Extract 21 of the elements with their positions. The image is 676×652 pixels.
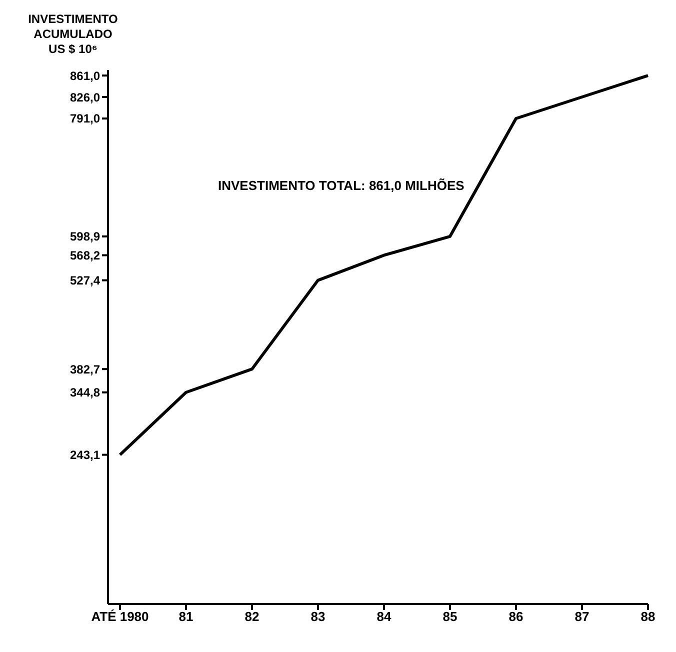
y-tick-label: 598,9 [70,230,100,244]
x-tick-label: 84 [376,609,392,624]
x-tick-label: 81 [178,609,194,624]
y-tick-label: 826,0 [70,90,100,104]
y-tick-label: 568,2 [70,248,100,263]
x-tick-label: 83 [310,609,326,624]
x-tick-label: ATÉ 1980 [91,609,149,624]
x-tick-label: 82 [244,609,260,624]
line-series [118,74,650,456]
x-tick-label: 85 [442,609,458,624]
y-tick-label: 344,8 [70,386,100,400]
y-tick-label: 861,0 [70,68,100,83]
y-tick-label: 527,4 [70,274,100,288]
x-tick-label: 87 [574,609,590,624]
y-axis-title: INVESTIMENTO ACUMULADO US $ 10⁶ [27,12,119,57]
x-tick-label: 88 [640,609,656,624]
y-tick-label: 382,7 [70,362,100,376]
y-tick-label: 791,0 [70,112,100,126]
y-tick-label: 243,1 [70,448,100,462]
annotation: INVESTIMENTO TOTAL: 861,0 MILHÕES [218,178,464,193]
x-tick-label: 86 [508,609,524,624]
